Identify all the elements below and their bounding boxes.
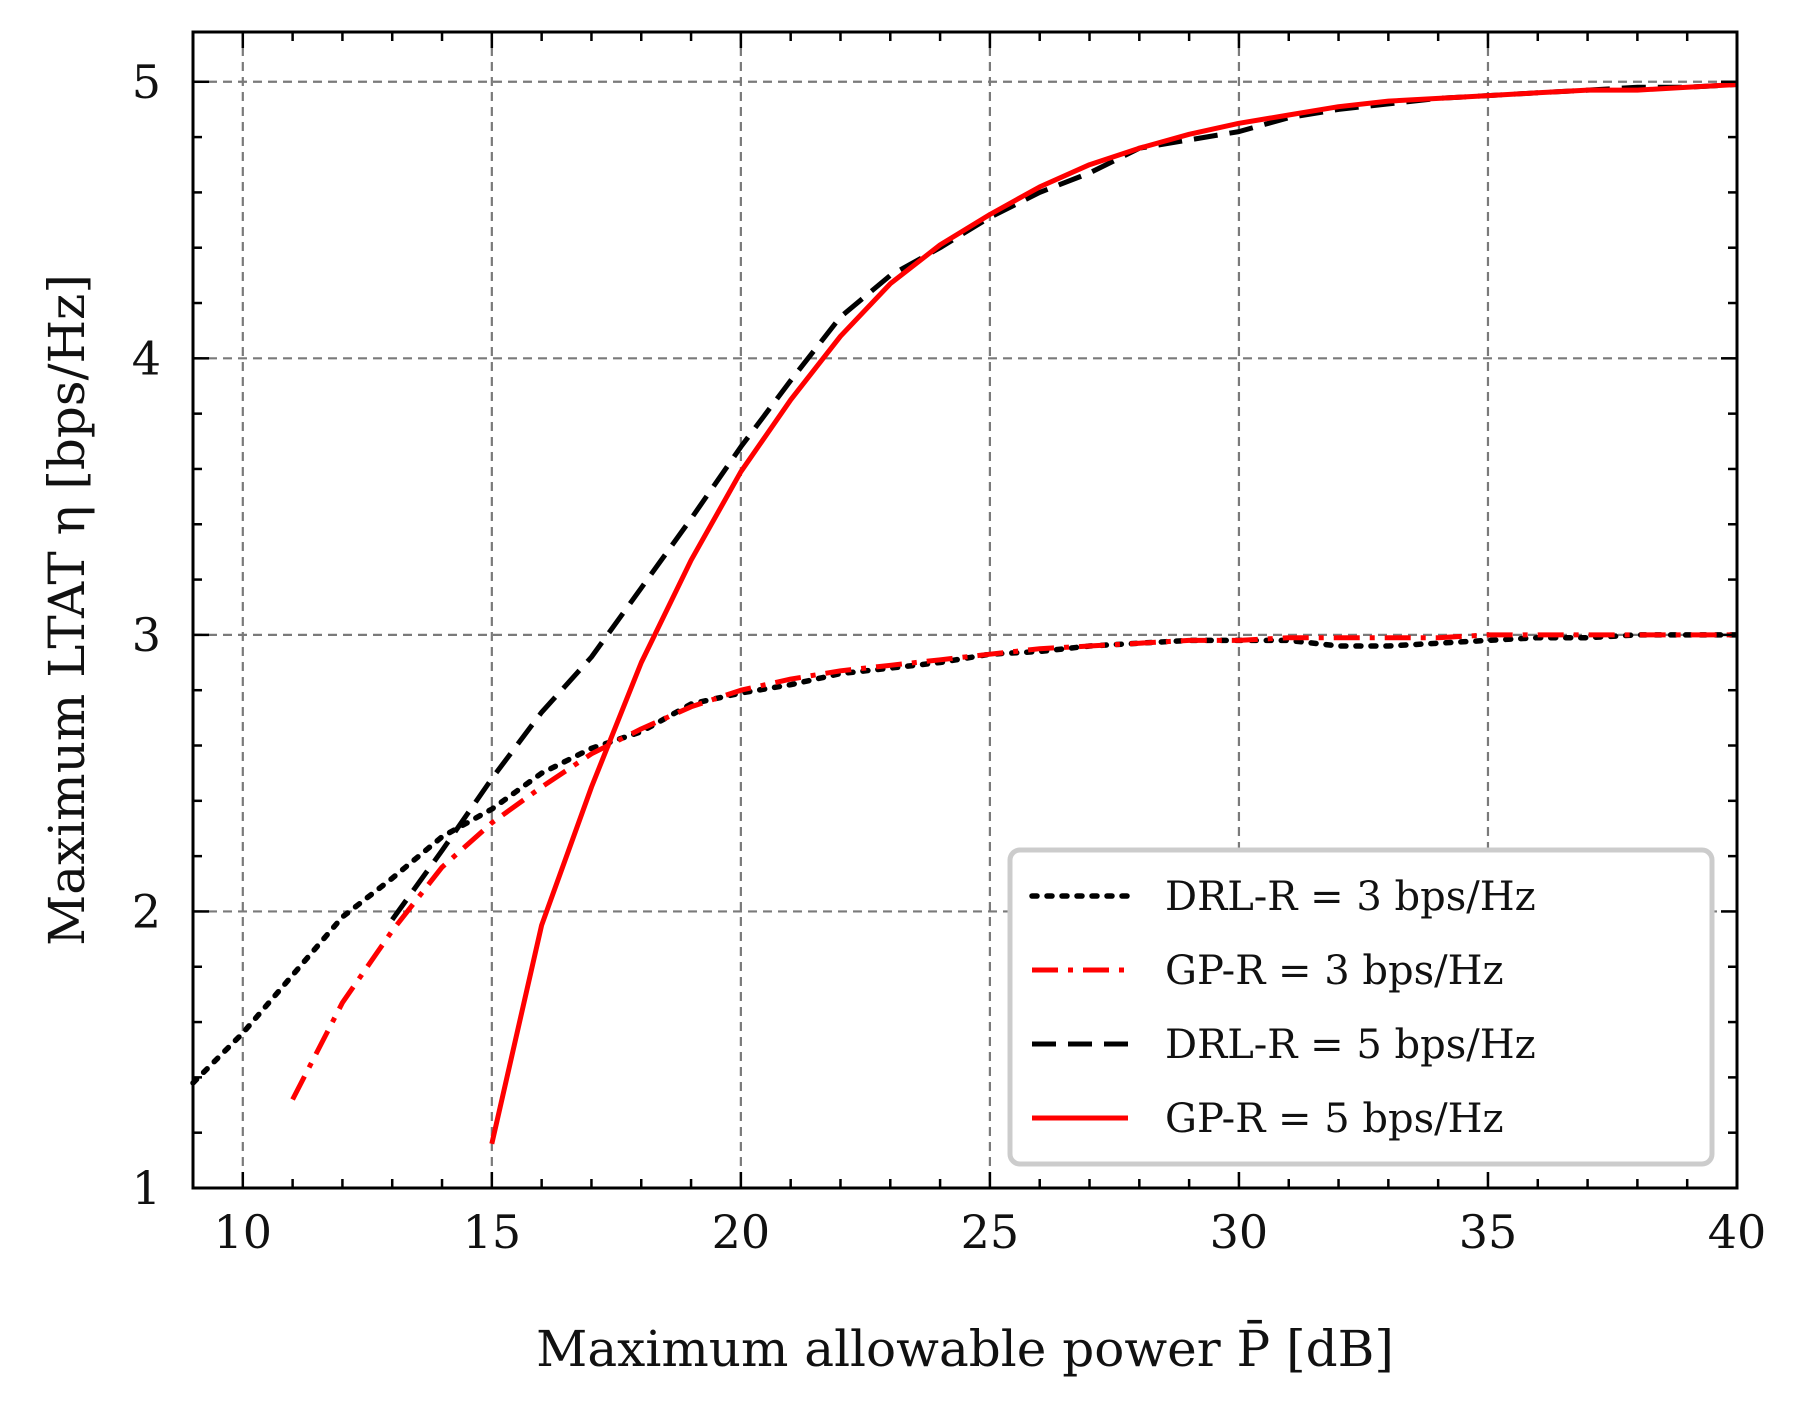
legend-label: DRL-R = 3 bps/Hz — [1165, 874, 1536, 920]
x-axis-label: Maximum allowable power P̄ [dB] — [536, 1319, 1394, 1378]
y-tick-label: 1 — [132, 1161, 161, 1215]
y-tick-label: 2 — [132, 884, 161, 938]
legend-label: GP-R = 5 bps/Hz — [1165, 1096, 1504, 1142]
y-tick-label: 5 — [132, 55, 161, 109]
tick-labels: 10 15 20 25 30 35 40 1 2 3 4 5 — [132, 55, 1767, 1259]
legend-box — [1007, 847, 1715, 1167]
plot-frame — [191, 30, 1739, 1190]
legend-label: GP-R = 3 bps/Hz — [1165, 948, 1504, 994]
y-tick-label: 3 — [132, 608, 161, 662]
x-tick-label: 20 — [712, 1205, 771, 1259]
x-tick-label: 15 — [463, 1205, 522, 1259]
series-line-2 — [290, 632, 1737, 1101]
series-line-4 — [489, 82, 1738, 1145]
x-tick-label: 30 — [1210, 1205, 1269, 1259]
y-tick-label: 4 — [132, 331, 161, 385]
x-tick-label: 35 — [1459, 1205, 1518, 1259]
y-axis-label: Maximum LTAT η [bps/Hz] — [38, 274, 96, 946]
legend-label: DRL-R = 5 bps/Hz — [1165, 1022, 1536, 1068]
x-tick-label: 40 — [1708, 1205, 1767, 1259]
legend: DRL-R = 3 bps/Hz GP-R = 3 bps/Hz DRL-R = 5… — [1007, 847, 1715, 1167]
x-tick-label: 25 — [961, 1205, 1020, 1259]
x-tick-label: 10 — [214, 1205, 273, 1259]
series-group — [190, 82, 1740, 1145]
ticks — [191, 32, 1739, 1190]
series-line-3 — [390, 82, 1738, 922]
